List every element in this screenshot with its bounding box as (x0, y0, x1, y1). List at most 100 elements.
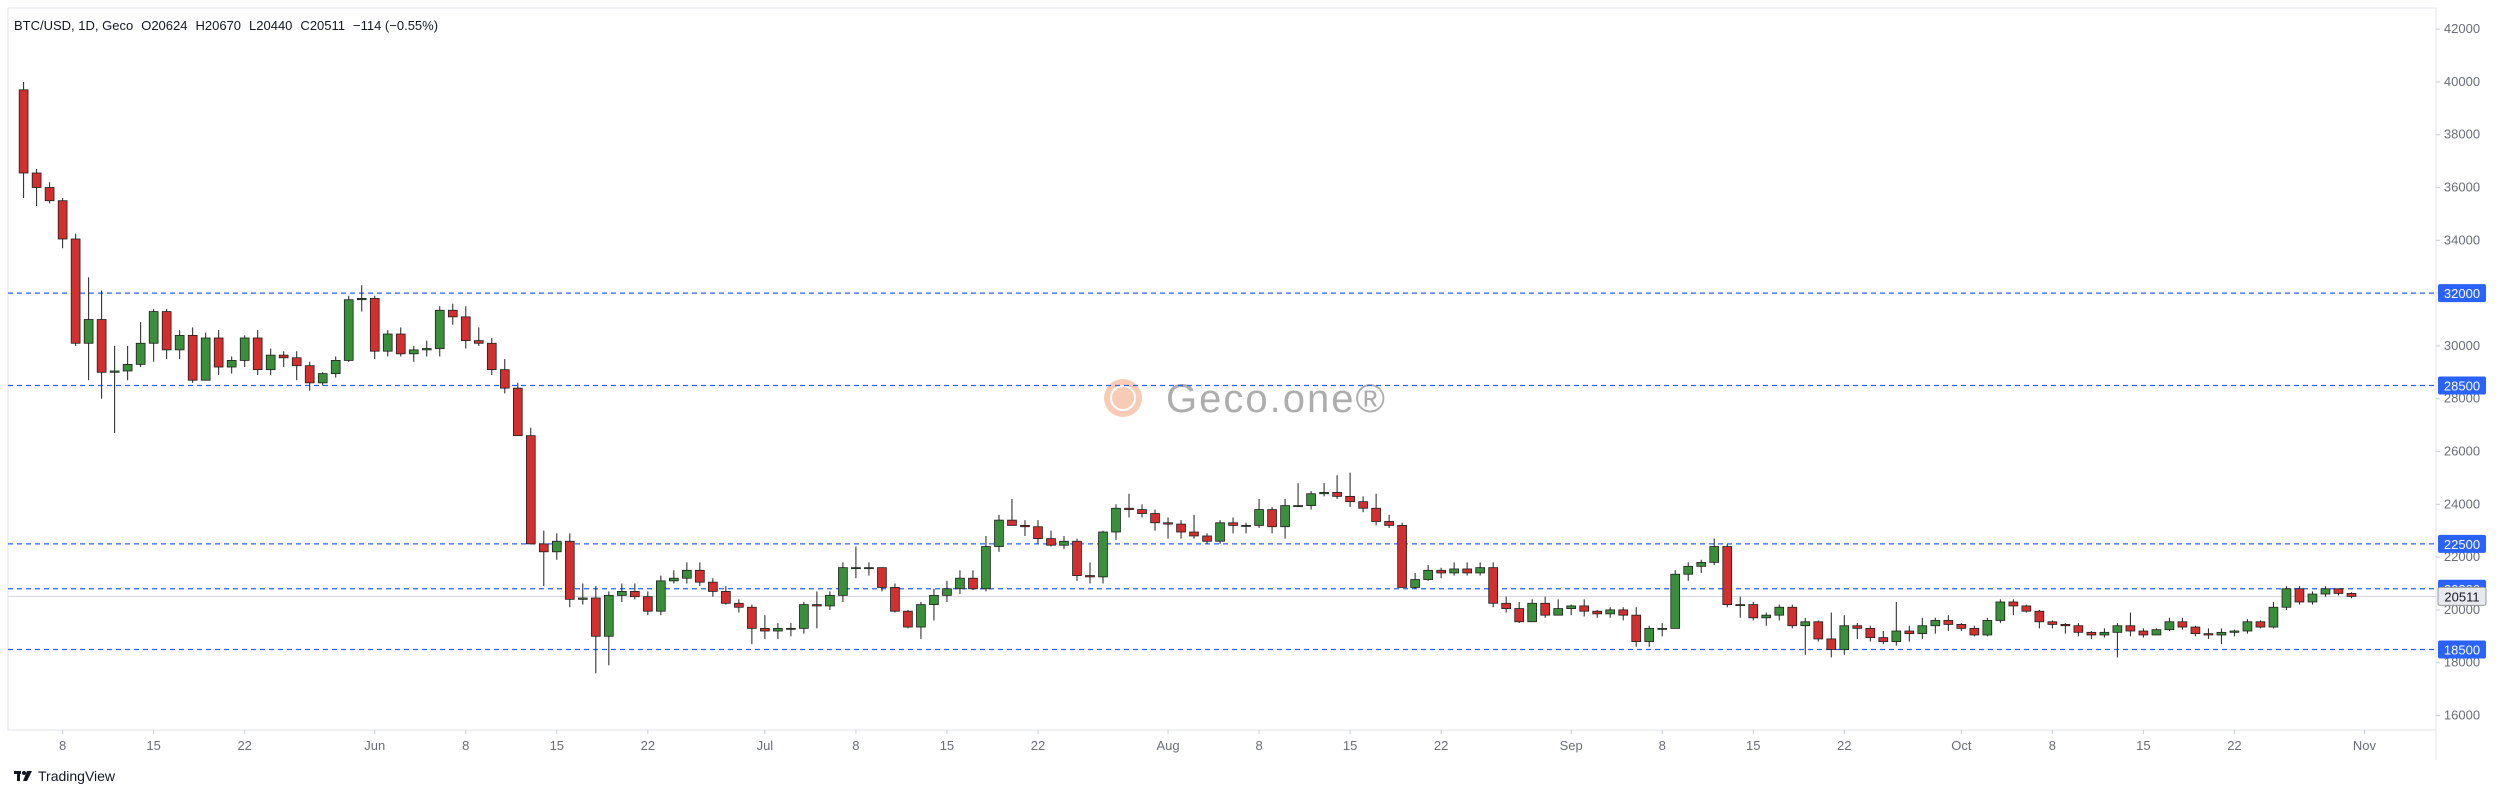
candle (304, 361, 315, 391)
candle (460, 306, 471, 349)
candle-body (2047, 621, 2058, 625)
candle (1007, 499, 1017, 526)
candle-body (1280, 505, 1290, 528)
candle (1800, 617, 1811, 655)
footer-text[interactable]: TradingView (38, 768, 116, 784)
candle (682, 562, 692, 584)
ohlc-label: L (249, 18, 257, 33)
candle (161, 308, 172, 360)
candle (1202, 533, 1212, 544)
y-tick-label: 30000 (2444, 338, 2480, 353)
candle-body (304, 365, 315, 384)
x-tick-label: 15 (1746, 738, 1760, 753)
candle-body (317, 373, 328, 384)
x-tick-label: 8 (462, 738, 469, 753)
x-tick-label: 8 (1255, 738, 1262, 753)
candle-body (682, 569, 692, 579)
candle-body (2307, 593, 2318, 603)
candle (1722, 543, 1733, 608)
candle-body (1319, 492, 1329, 495)
candle-body (1891, 630, 1902, 642)
candle-body (929, 594, 939, 606)
candle-body (1644, 627, 1655, 642)
candle (2281, 586, 2292, 610)
candle-body (1631, 614, 1642, 642)
candle-body (265, 354, 276, 371)
candle-body (1553, 608, 1563, 616)
candle (1852, 623, 1863, 639)
candle (213, 330, 224, 375)
candle (382, 330, 393, 357)
candle (1306, 491, 1316, 510)
candle (31, 169, 42, 206)
x-tick-label: 8 (1659, 738, 1666, 753)
candle (2073, 623, 2084, 637)
candle-body (408, 349, 419, 355)
candle-body (2151, 629, 2162, 636)
ohlc-value: 20624 (151, 18, 188, 33)
candle-body (669, 577, 679, 582)
x-tick-label: 15 (1343, 738, 1357, 753)
candle-body (1072, 540, 1082, 576)
candle-body (148, 311, 159, 344)
candle (1930, 617, 1941, 634)
candle-body (1930, 620, 1941, 627)
candle (96, 290, 107, 399)
level-label: 18500 (2444, 642, 2480, 657)
candle (1267, 506, 1277, 534)
candle-body (864, 567, 874, 570)
candle-body (109, 370, 120, 373)
candle (994, 514, 1004, 552)
candle (2008, 599, 2019, 616)
candle (2021, 604, 2032, 613)
candle (747, 604, 757, 645)
candle-body (1202, 535, 1212, 542)
candle-body (1033, 526, 1043, 540)
candle (434, 306, 445, 357)
candle (2151, 628, 2162, 636)
candle-body (799, 604, 809, 629)
candle (2047, 620, 2058, 629)
candle (604, 591, 614, 666)
candle-body (499, 369, 510, 389)
candle (1683, 562, 1694, 581)
candle-body (1566, 605, 1577, 609)
candle-body (2125, 625, 2136, 632)
candle-body (174, 334, 185, 351)
candle-body (2346, 593, 2357, 597)
candle-body (955, 577, 965, 590)
candle-body (1111, 507, 1121, 533)
candle (1904, 625, 1915, 642)
candle-body (1579, 605, 1590, 612)
candle (1787, 604, 1798, 629)
candle (916, 601, 926, 639)
candle (187, 327, 198, 383)
candle-body (2099, 631, 2110, 636)
candle-body (2268, 606, 2279, 628)
candle (590, 586, 601, 674)
candle (1774, 604, 1785, 621)
candle-body (2333, 588, 2344, 594)
candle-body (590, 597, 601, 637)
x-tick-label: 15 (940, 738, 954, 753)
candle (2255, 620, 2266, 629)
candle (1059, 535, 1069, 550)
candle-body (1059, 540, 1069, 546)
candle-body (1462, 568, 1472, 574)
candle-body (1046, 538, 1056, 546)
candle (1943, 615, 1954, 632)
level-label: 22500 (2444, 537, 2480, 552)
candle (1566, 604, 1577, 616)
candle (851, 546, 861, 579)
candle (656, 575, 666, 616)
x-tick-label: 22 (2227, 738, 2241, 753)
candle-body (1293, 505, 1303, 508)
candle (2177, 617, 2188, 630)
candle-body (838, 567, 848, 596)
candle (630, 583, 640, 600)
candle-body (1410, 579, 1420, 588)
candle-body (1124, 507, 1134, 510)
candle-body (31, 172, 42, 188)
candle-body (1449, 568, 1459, 574)
candle-body (2229, 630, 2240, 633)
